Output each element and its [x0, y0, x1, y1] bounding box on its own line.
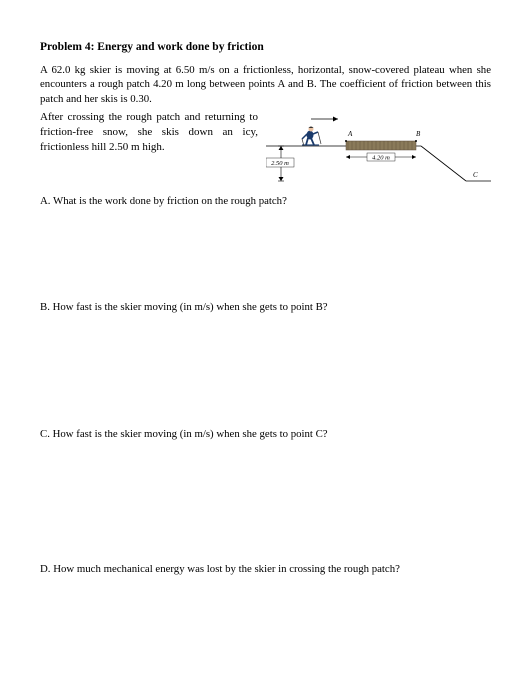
patch-label: 4.20 m: [372, 155, 390, 162]
diagram: 2.50 m 4.20 m A B C: [266, 114, 491, 189]
problem-title: Problem 4: Energy and work done by frict…: [40, 40, 491, 56]
point-c-label: C: [473, 171, 478, 179]
point-a-label: A: [347, 130, 353, 138]
height-label: 2.50 m: [271, 160, 289, 167]
skier-icon: [302, 127, 321, 147]
question-d: D. How much mechanical energy was lost b…: [40, 562, 491, 577]
problem-intro-wrapped: After crossing the rough patch and retur…: [40, 110, 258, 155]
point-b-label: B: [416, 130, 421, 138]
problem-intro: A 62.0 kg skier is moving at 6.50 m/s on…: [40, 63, 491, 107]
question-c: C. How fast is the skier moving (in m/s)…: [40, 427, 491, 442]
question-a: A. What is the work done by friction on …: [40, 194, 491, 209]
question-b: B. How fast is the skier moving (in m/s)…: [40, 300, 491, 315]
